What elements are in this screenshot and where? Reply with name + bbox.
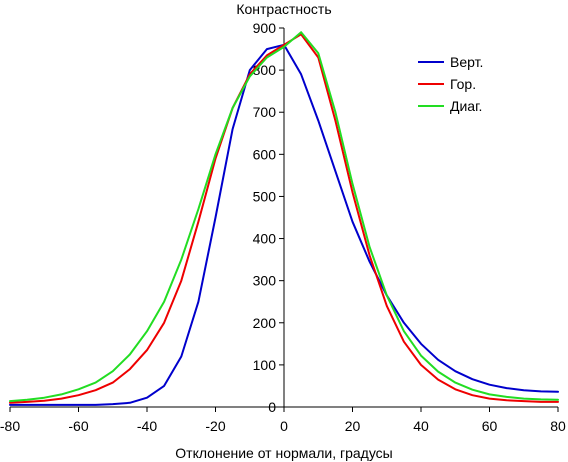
y-tick-label: 300 [253, 273, 277, 289]
legend: Верт. Гор. Диаг. [418, 54, 483, 114]
x-tick-label: -40 [137, 418, 157, 434]
y-tick-label: 900 [253, 20, 277, 36]
legend-label: Диаг. [450, 98, 482, 114]
y-tick-label: 700 [253, 104, 277, 120]
y-axis-title: Контрастность [236, 1, 331, 17]
x-tick-label: 20 [345, 418, 361, 434]
plot-lines [9, 31, 559, 406]
y-tick-label: 500 [253, 188, 277, 204]
series-line [9, 31, 559, 403]
y-tick-label: 0 [268, 399, 276, 415]
y-tick-label: 600 [253, 146, 277, 162]
legend-label: Верт. [450, 54, 483, 70]
x-tick-label: -20 [205, 418, 225, 434]
legend-label: Гор. [450, 76, 476, 92]
x-tick-label: 80 [550, 418, 566, 434]
y-tick-label: 400 [253, 231, 277, 247]
x-ticks: -80 -60 -40 -20 0 20 40 60 80 [0, 407, 566, 434]
x-tick-label: -60 [68, 418, 88, 434]
y-tick-label: 100 [253, 357, 277, 373]
y-tick-label: 200 [253, 315, 277, 331]
x-tick-label: 40 [413, 418, 429, 434]
x-axis-title: Отклонение от нормали, градусы [175, 445, 392, 461]
x-tick-label: 60 [482, 418, 498, 434]
x-tick-label: -80 [0, 418, 20, 434]
x-tick-label: 0 [280, 418, 288, 434]
series-line [9, 33, 559, 404]
